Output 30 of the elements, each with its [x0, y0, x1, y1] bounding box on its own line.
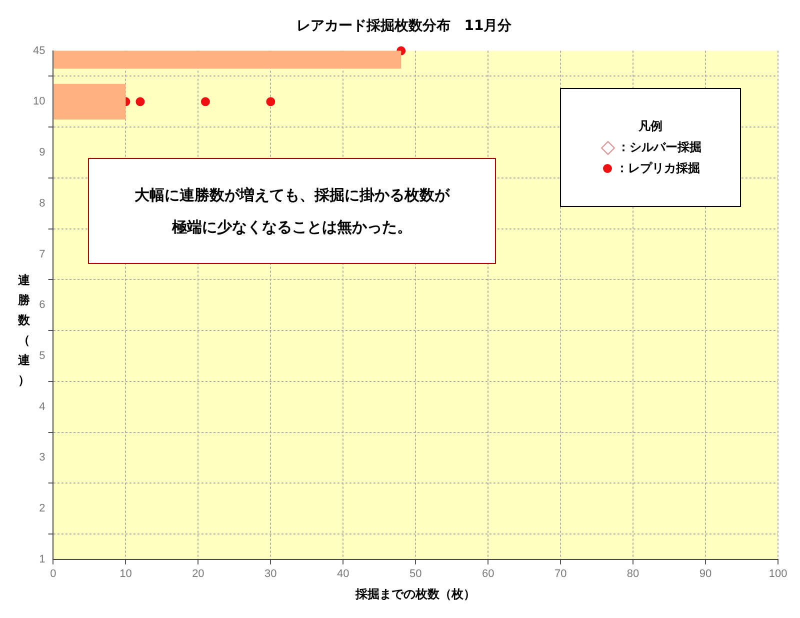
- x-tick-label: 100: [768, 568, 788, 580]
- y-axis-title: 連勝数（連）: [16, 272, 31, 389]
- y-tick-label: 2: [39, 502, 46, 515]
- y-tick-label: 8: [39, 197, 46, 210]
- x-tick-label: 30: [264, 568, 277, 580]
- x-axis-title: 採掘までの枚数（枚）: [354, 586, 476, 601]
- y-tick-label: 1: [39, 553, 46, 566]
- callout-box: 大幅に連勝数が増えても、採掘に掛かる枚数が極端に少なくなることは無かった。: [88, 158, 496, 264]
- annotation: 大幅に連勝数が増えても、採掘に掛かる枚数が極端に少なくなることは無かった。: [134, 185, 451, 238]
- x-tick-label: 90: [699, 568, 712, 580]
- y-tick-label: 9: [39, 146, 46, 159]
- x-tick-label: 60: [482, 568, 494, 580]
- y-tick-label: 10: [32, 96, 46, 108]
- x-tick-label: 0: [50, 568, 56, 580]
- y-tick-label: 5: [39, 350, 46, 362]
- legend-label: ：レプリカ採掘: [616, 160, 700, 177]
- x-tick-label: 80: [626, 568, 640, 580]
- chart-title: レアカード採掘枚数分布 11月分: [296, 18, 513, 34]
- y-tick-label: 6: [39, 299, 46, 312]
- x-tick-label: 10: [120, 568, 132, 580]
- y-tick-label: 3: [39, 452, 46, 464]
- y-tick-label: 7: [39, 248, 46, 260]
- y-tick-label: 45: [32, 44, 46, 57]
- legend-label: ：シルバー採掘: [618, 139, 702, 156]
- x-tick-label: 20: [192, 568, 204, 580]
- x-tick-label: 50: [409, 568, 422, 580]
- legend-title: 凡例: [638, 118, 662, 135]
- y-tick-label: 4: [39, 400, 46, 413]
- x-tick-label: 40: [337, 568, 350, 580]
- x-tick-label: 70: [554, 568, 567, 580]
